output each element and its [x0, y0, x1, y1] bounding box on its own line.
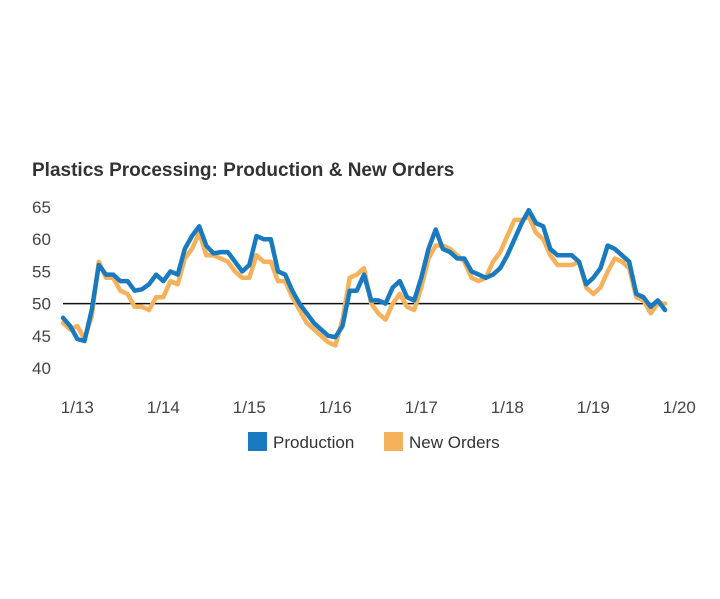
legend-swatch-new-orders [384, 432, 403, 451]
y-tick-label: 65 [32, 198, 51, 217]
x-tick-label: 1/18 [491, 398, 524, 417]
legend-item-new-orders: New Orders [384, 432, 500, 452]
legend-item-production: Production [248, 432, 354, 452]
y-tick-label: 55 [32, 262, 51, 281]
y-tick-label: 60 [32, 230, 51, 249]
x-tick-label: 1/14 [147, 398, 180, 417]
legend-swatch-production [248, 432, 267, 451]
x-tick-label: 1/13 [61, 398, 94, 417]
series-layer [60, 207, 668, 348]
x-tick-label: 1/17 [405, 398, 438, 417]
x-tick-label: 1/20 [663, 398, 696, 417]
x-axis-ticks: 1/13 1/14 1/15 1/16 1/17 1/18 1/19 1/20 [61, 398, 696, 417]
x-tick-label: 1/19 [577, 398, 610, 417]
y-tick-label: 45 [32, 327, 51, 346]
series-line-production [60, 207, 668, 344]
series-line-new-orders [60, 214, 668, 348]
x-tick-label: 1/16 [319, 398, 352, 417]
y-tick-label: 50 [32, 295, 51, 314]
chart-title: Plastics Processing: Production & New Or… [32, 160, 454, 181]
legend-label-production: Production [273, 433, 354, 452]
x-tick-label: 1/15 [233, 398, 266, 417]
legend: Production New Orders [248, 432, 500, 452]
y-tick-label: 40 [32, 359, 51, 378]
legend-label-new-orders: New Orders [409, 433, 500, 452]
y-axis-ticks: 65 60 55 50 45 40 [32, 198, 51, 378]
